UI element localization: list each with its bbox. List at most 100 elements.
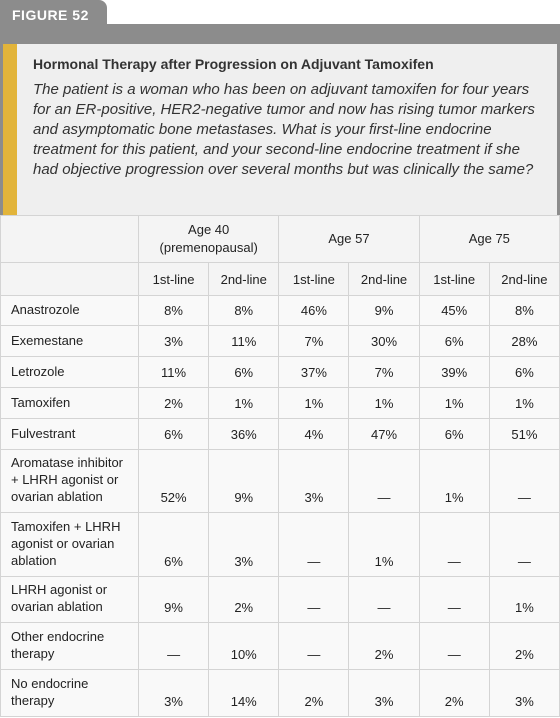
sub-header: 1st-line: [137, 262, 210, 296]
table-row: Tamoxifen 2% 1% 1% 1% 1% 1%: [0, 387, 560, 419]
group-header-text: Age 75: [468, 231, 510, 246]
sub-header-row: 1st-line 2nd-line 1st-line 2nd-line 1st-line…: [0, 262, 560, 296]
cell-value: 51%: [488, 418, 560, 450]
cell-value: 2%: [418, 669, 490, 717]
row-label: Fulvestrant: [0, 418, 139, 450]
cell-value: 2%: [137, 387, 210, 419]
cell-value: 2%: [278, 669, 350, 717]
table-row: Tamoxifen + LHRH agonist or ovarian abla…: [0, 512, 560, 577]
table-row: Anastrozole 8% 8% 46% 9% 45% 8%: [0, 295, 560, 326]
cell-value: —: [278, 512, 350, 577]
corner-cell: [0, 262, 139, 296]
row-label: Aromatase inhibitor + LHRH agonist or ov…: [0, 449, 139, 513]
cell-value: 3%: [348, 669, 420, 717]
cell-value: 39%: [418, 356, 490, 388]
group-header-text: Age 57: [328, 231, 370, 246]
cell-value: 1%: [488, 576, 560, 623]
cell-value: —: [348, 449, 420, 513]
row-label: Exemestane: [0, 325, 139, 357]
table-row: Other endocrine therapy —10% —2% —2%: [0, 622, 560, 670]
cell-value: 6%: [208, 356, 280, 388]
data-table: Age 40 (premenopausal) Age 57 Age 75 1st-li…: [0, 215, 560, 717]
cell-value: —: [137, 622, 210, 670]
row-label: No endocrine therapy: [0, 669, 139, 717]
group-header: Age 40 (premenopausal): [137, 215, 280, 263]
cell-value: 11%: [208, 325, 280, 357]
cell-value: 3%: [278, 449, 350, 513]
table-row: LHRH agonist or ovarian ablation 9% 2% — — —1…: [0, 576, 560, 623]
cell-value: 8%: [137, 295, 210, 326]
cell-value: —: [418, 622, 490, 670]
cell-value: 14%: [208, 669, 280, 717]
row-label: Tamoxifen: [0, 387, 139, 419]
row-label: LHRH agonist or ovarian ablation: [0, 576, 139, 623]
group-header: Age 57: [278, 215, 420, 263]
table-row: Exemestane 3% 11% 7% 30% 6% 28%: [0, 325, 560, 357]
cell-value: 9%: [137, 576, 210, 623]
cell-value: 3%: [208, 512, 280, 577]
question: The patient is a woman who has been on a…: [33, 81, 535, 178]
cell-value: 6%: [137, 512, 210, 577]
row-label: Tamoxifen + LHRH agonist or ovarian abla…: [0, 512, 139, 577]
cell-value: 3%: [137, 325, 210, 357]
cell-value: 8%: [208, 295, 280, 326]
title: Hormonal Therapy after Progression on Ad…: [33, 56, 434, 72]
cell-value: 7%: [278, 325, 350, 357]
cell-value: 46%: [278, 295, 350, 326]
table-row: Letrozole 11% 6% 37% 7% 39% 6%: [0, 356, 560, 388]
cell-value: 28%: [488, 325, 560, 357]
row-label: Anastrozole: [0, 295, 139, 326]
cell-value: 1%: [278, 387, 350, 419]
cell-value: —: [418, 512, 490, 577]
cell-value: 11%: [137, 356, 210, 388]
cell-value: —: [418, 576, 490, 623]
cell-value: 6%: [488, 356, 560, 388]
cell-value: 36%: [208, 418, 280, 450]
figure-label: FIGURE 52: [0, 0, 107, 30]
cell-value: 4%: [278, 418, 350, 450]
cell-value: 10%: [208, 622, 280, 670]
cell-value: 1%: [418, 449, 490, 513]
sub-header: 2nd-line: [208, 262, 280, 296]
cell-value: 9%: [348, 295, 420, 326]
group-header: Age 75: [418, 215, 560, 263]
cell-value: 45%: [418, 295, 490, 326]
cell-value: 9%: [208, 449, 280, 513]
table-row: No endocrine therapy 3% 14% 2% 3% 2% 3%: [0, 669, 560, 717]
table-row: Aromatase inhibitor + LHRH agonist or ov…: [0, 449, 560, 513]
cell-value: 1%: [208, 387, 280, 419]
cell-value: —: [278, 622, 350, 670]
sub-header: 2nd-line: [348, 262, 420, 296]
cell-value: —: [488, 449, 560, 513]
cell-value: 52%: [137, 449, 210, 513]
cell-value: 1%: [348, 512, 420, 577]
cell-value: 8%: [488, 295, 560, 326]
cell-value: 1%: [488, 387, 560, 419]
cell-value: 7%: [348, 356, 420, 388]
cell-value: 3%: [137, 669, 210, 717]
cell-value: 2%: [348, 622, 420, 670]
header-box: Hormonal Therapy after Progression on Ad…: [0, 44, 560, 215]
cell-value: 2%: [208, 576, 280, 623]
sub-header: 1st-line: [418, 262, 490, 296]
row-label: Letrozole: [0, 356, 139, 388]
cell-value: 3%: [488, 669, 560, 717]
cell-value: —: [278, 576, 350, 623]
cell-value: 1%: [348, 387, 420, 419]
group-header-text: Age 40 (premenopausal): [159, 222, 258, 255]
cell-value: 6%: [418, 325, 490, 357]
cell-value: 30%: [348, 325, 420, 357]
table-row: Fulvestrant 6% 36% 4% 47% 6% 51%: [0, 418, 560, 450]
accent-stripe: [3, 44, 17, 215]
cell-value: —: [488, 512, 560, 577]
cell-value: 37%: [278, 356, 350, 388]
cell-value: 47%: [348, 418, 420, 450]
group-header-row: Age 40 (premenopausal) Age 57 Age 75: [0, 215, 560, 263]
header-band: [0, 24, 560, 44]
sub-header: 1st-line: [278, 262, 350, 296]
row-label: Other endocrine therapy: [0, 622, 139, 670]
corner-cell: [0, 215, 139, 263]
sub-header: 2nd-line: [488, 262, 560, 296]
cell-value: —: [348, 576, 420, 623]
